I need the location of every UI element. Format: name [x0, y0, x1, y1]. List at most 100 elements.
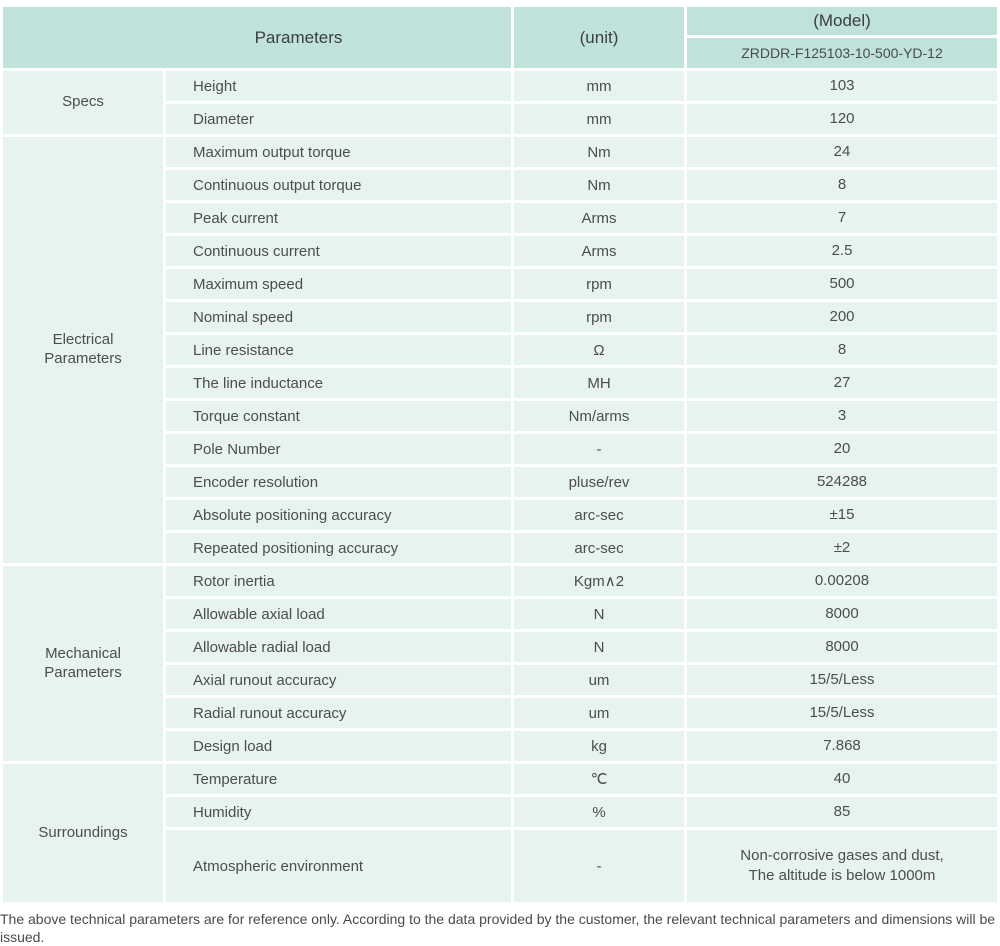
parameter-unit-cell: kg — [514, 731, 684, 761]
parameter-value-cell: 2.5 — [687, 236, 997, 266]
parameter-unit-cell: rpm — [514, 269, 684, 299]
parameter-value-cell: 3 — [687, 401, 997, 431]
parameter-unit-cell: N — [514, 599, 684, 629]
parameter-name-cell: Maximum speed — [166, 269, 511, 299]
parameter-value-cell: 7.868 — [687, 731, 997, 761]
table-row: Specs Height mm 103 — [3, 71, 997, 134]
footnote-text: The above technical parameters are for r… — [0, 911, 996, 946]
header-parameters: Parameters — [3, 7, 511, 68]
parameter-unit-cell: Kgm∧2 — [514, 566, 684, 596]
table-row: Axial runout accuracy um 15/5/Less — [3, 665, 997, 695]
parameter-unit-cell: Arms — [514, 236, 684, 266]
spec-table-body: Specs Height mm 103 Diameter mm 120 Electrical … — [3, 71, 997, 902]
parameter-name-cell: Temperature — [166, 764, 511, 794]
table-row: Allowable axial load N 8000 — [3, 599, 997, 629]
parameter-name-cell: Design load — [166, 731, 511, 761]
table-row: Continuous current Arms 2.5 — [3, 236, 997, 266]
parameter-name-cell: Encoder resolution — [166, 467, 511, 497]
parameter-unit-cell: arc-sec — [514, 533, 684, 563]
table-row: Torque constant Nm/arms 3 — [3, 401, 997, 431]
parameter-name-cell: Torque constant — [166, 401, 511, 431]
table-row: Maximum speed rpm 500 — [3, 269, 997, 299]
table-header: Parameters (unit) (Model) ZRDDR-F125103-… — [3, 7, 997, 68]
parameter-name-cell: Height — [166, 71, 511, 101]
parameter-unit-cell: Nm/arms — [514, 401, 684, 431]
table-row: Electrical Parameters Maximum output torq… — [3, 137, 997, 563]
parameter-unit-cell: - — [514, 830, 684, 902]
table-row: Mechanical Parameters Rotor inertia Kgm∧2 0… — [3, 566, 997, 761]
parameter-value-cell: 40 — [687, 764, 997, 794]
parameter-value-cell: 8000 — [687, 632, 997, 662]
table-row: Line resistance Ω 8 — [3, 335, 997, 365]
parameter-value-cell: 0.00208 — [687, 566, 997, 596]
table-row: Nominal speed rpm 200 — [3, 302, 997, 332]
table-row: Pole Number -20 — [3, 434, 997, 464]
parameter-name-cell: Repeated positioning accuracy — [166, 533, 511, 563]
category-cell: Surroundings — [3, 764, 163, 902]
parameter-unit-cell: um — [514, 698, 684, 728]
parameter-value-cell: 120 — [687, 104, 997, 134]
table-row: Humidity% 85 — [3, 797, 997, 827]
parameter-name-cell: Allowable radial load — [166, 632, 511, 662]
header-row-2: ZRDDR-F125103-10-500-YD-12 — [3, 38, 997, 68]
table-row: Design load kg 7.868 — [3, 731, 997, 761]
parameter-value-cell: 85 — [687, 797, 997, 827]
parameter-value-cell: 20 — [687, 434, 997, 464]
parameter-value-cell: 15/5/Less — [687, 665, 997, 695]
table-row: The line inductance MH 27 — [3, 368, 997, 398]
parameter-name-cell: Line resistance — [166, 335, 511, 365]
parameter-name-cell: Allowable axial load — [166, 599, 511, 629]
parameter-name-cell: Axial runout accuracy — [166, 665, 511, 695]
header-model-number: ZRDDR-F125103-10-500-YD-12 — [687, 38, 997, 68]
parameter-value-cell: 500 — [687, 269, 997, 299]
header-row-1: Parameters (unit) (Model) — [3, 7, 997, 68]
parameter-name-cell: Continuous output torque — [166, 170, 511, 200]
parameter-unit-cell: MH — [514, 368, 684, 398]
table-row: Encoder resolution pluse/rev 524288 — [3, 467, 997, 497]
parameter-unit-cell: Nm — [514, 170, 684, 200]
parameter-value-cell: 200 — [687, 302, 997, 332]
parameter-name-cell: Continuous current — [166, 236, 511, 266]
parameter-unit-cell: N — [514, 632, 684, 662]
category-cell: Specs — [3, 71, 163, 134]
parameter-value-cell: 7 — [687, 203, 997, 233]
parameter-name-cell: Absolute positioning accuracy — [166, 500, 511, 530]
header-unit: (unit) — [514, 7, 684, 68]
parameter-name-cell: The line inductance — [166, 368, 511, 398]
parameter-name-cell: Humidity — [166, 797, 511, 827]
parameter-name-cell: Radial runout accuracy — [166, 698, 511, 728]
table-row: Surroundings Temperature ℃ 40 — [3, 764, 997, 902]
parameter-value-cell: 8000 — [687, 599, 997, 629]
parameter-unit-cell: pluse/rev — [514, 467, 684, 497]
parameter-unit-cell: - — [514, 434, 684, 464]
parameter-name-cell: Atmospheric environment — [166, 830, 511, 902]
parameter-value-cell: Non-corrosive gases and dust, The altitu… — [687, 830, 997, 902]
parameter-unit-cell: ℃ — [514, 764, 684, 794]
parameter-name-cell: Diameter — [166, 104, 511, 134]
parameter-value-cell: 15/5/Less — [687, 698, 997, 728]
parameter-value-cell: 8 — [687, 170, 997, 200]
spec-sheet-page: Parameters (unit) (Model) ZRDDR-F125103-… — [0, 4, 1000, 946]
parameter-unit-cell: um — [514, 665, 684, 695]
parameter-value-cell: 103 — [687, 71, 997, 101]
parameter-unit-cell: mm — [514, 104, 684, 134]
parameter-name-cell: Peak current — [166, 203, 511, 233]
spec-table: Parameters (unit) (Model) ZRDDR-F125103-… — [0, 4, 1000, 905]
parameter-value-cell: 24 — [687, 137, 997, 167]
parameter-value-cell: 27 — [687, 368, 997, 398]
parameter-unit-cell: Nm — [514, 137, 684, 167]
parameter-unit-cell: % — [514, 797, 684, 827]
parameter-unit-cell: rpm — [514, 302, 684, 332]
table-row: Repeated positioning accuracy arc-sec ±2 — [3, 533, 997, 563]
parameter-value-cell: 8 — [687, 335, 997, 365]
parameter-name-cell: Maximum output torque — [166, 137, 511, 167]
table-row: Allowable radial load N 8000 — [3, 632, 997, 662]
parameter-name-cell: Pole Number — [166, 434, 511, 464]
parameter-value-cell: 524288 — [687, 467, 997, 497]
parameter-value-cell: ±2 — [687, 533, 997, 563]
parameter-name-cell: Rotor inertia — [166, 566, 511, 596]
table-row: Peak current Arms 7 — [3, 203, 997, 233]
table-row: Continuous output torque Nm 8 — [3, 170, 997, 200]
table-row: Absolute positioning accuracy arc-sec ±15 — [3, 500, 997, 530]
table-row: Diameter mm 120 — [3, 104, 997, 134]
